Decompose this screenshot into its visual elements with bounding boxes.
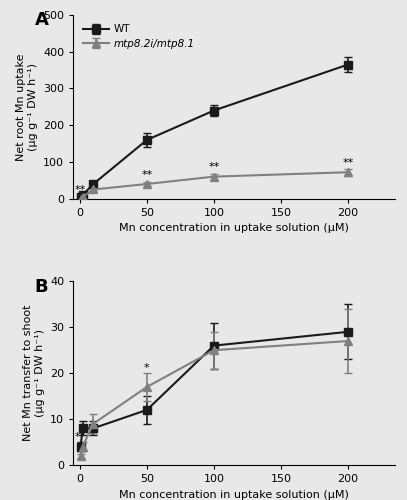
Text: **: **: [75, 185, 86, 195]
Text: *: *: [144, 363, 150, 373]
Text: **: **: [75, 432, 86, 442]
X-axis label: Mn concentration in uptake solution (μM): Mn concentration in uptake solution (μM): [119, 224, 349, 234]
Text: A: A: [35, 12, 48, 30]
Legend: WT, mtp8.2i/mtp8.1: WT, mtp8.2i/mtp8.1: [79, 20, 199, 52]
Text: **: **: [208, 162, 219, 172]
X-axis label: Mn concentration in uptake solution (μM): Mn concentration in uptake solution (μM): [119, 490, 349, 500]
Text: **: **: [141, 170, 153, 180]
Text: **: **: [342, 158, 354, 168]
Text: B: B: [35, 278, 48, 295]
Y-axis label: Net root Mn uptake
(μg g⁻¹ DW h⁻¹): Net root Mn uptake (μg g⁻¹ DW h⁻¹): [16, 53, 37, 160]
Y-axis label: Net Mn transfer to shoot
(μg g⁻¹ DW h⁻¹): Net Mn transfer to shoot (μg g⁻¹ DW h⁻¹): [23, 305, 44, 442]
